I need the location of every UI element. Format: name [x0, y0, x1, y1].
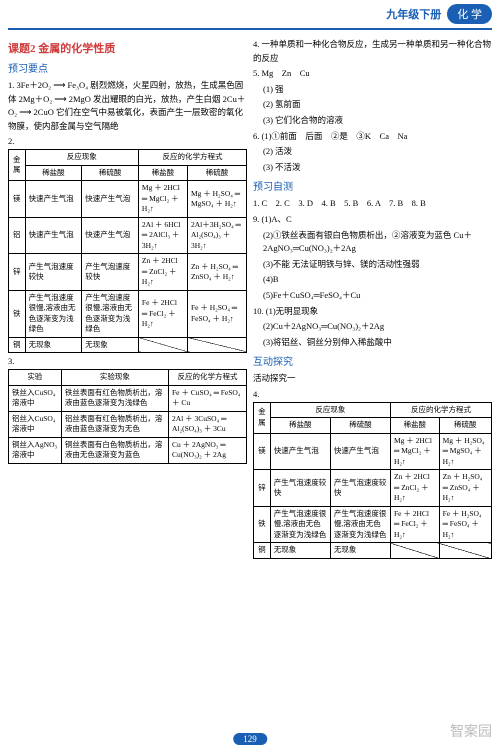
paragraph-5: 5. Mg Zn Cu: [253, 67, 492, 81]
sub-item: (3) 它们化合物的溶液: [253, 114, 492, 128]
table-row: 铁产生气泡速度很慢,溶液由无色逐渐变为浅绿色产生气泡速度很慢,溶液由无色逐渐变为…: [254, 506, 492, 543]
th: 稀盐酸: [138, 165, 187, 181]
table-2: 实验实验现象反应的化学方程式 铁丝入CuSO₄溶液中铁丝表面有红色物质析出，溶液…: [8, 369, 247, 464]
sub-item: (2)①铁丝表面有银白色物质析出，②溶液变为蓝色 Cu＋2AgNO₃═Cu(NO…: [253, 229, 492, 256]
table-1: 金属 反应现象 反应的化学方程式 稀盐酸 稀硫酸 稀盐酸 稀硫酸 镁快速产生气泡…: [8, 149, 247, 353]
section-selftest: 预习自测: [253, 178, 492, 193]
section-interact: 互动探究: [253, 353, 492, 368]
table-row: 稀盐酸 稀硫酸 稀盐酸 稀硫酸: [254, 418, 492, 434]
header-rule: [8, 28, 492, 30]
item-3: 3.: [8, 356, 247, 366]
paragraph-6: 6. (1)①前面 后面 ②是 ③K Ca Na: [253, 130, 492, 144]
th: 稀硫酸: [82, 165, 139, 181]
table-row: 稀盐酸 稀硫酸 稀盐酸 稀硫酸: [9, 165, 247, 181]
sub-item: (3)不能 无法证明铁与锌、镁的活动性强弱: [253, 258, 492, 272]
lesson-title: 课题2 金属的化学性质: [8, 40, 247, 56]
table-row: 实验实验现象反应的化学方程式: [9, 370, 247, 386]
table-row: 金属 反应现象 反应的化学方程式: [9, 150, 247, 166]
paragraph-4: 4. 一种单质和一种化合物反应，生成另一种单质和另一种化合物的反应: [253, 38, 492, 65]
paragraph-1: 1. 3Fe＋2O₂ ⟶ Fe₃O₄ 剧烈燃烧，火星四射，放热，生成黑色固体 2…: [8, 79, 247, 133]
q9: 9. (1)A、C: [253, 213, 492, 227]
th: 稀硫酸: [187, 165, 246, 181]
table-row: 铜无现象无现象: [9, 337, 247, 353]
watermark: 智案园: [450, 721, 492, 741]
sub-item: (5)Fe＋CuSO₄═FeSO₄＋Cu: [253, 289, 492, 303]
content-columns: 课题2 金属的化学性质 预习要点 1. 3Fe＋2O₂ ⟶ Fe₃O₄ 剧烈燃烧…: [0, 36, 500, 562]
left-column: 课题2 金属的化学性质 预习要点 1. 3Fe＋2O₂ ⟶ Fe₃O₄ 剧烈燃烧…: [8, 36, 247, 562]
table-row: 金属 反应现象 反应的化学方程式: [254, 402, 492, 418]
table-row: 铜丝入AgNO₃溶液中铜丝表面有白色物质析出，溶液由无色逐渐变为蓝色Cu ＋ 2…: [9, 437, 247, 463]
section-preview: 预习要点: [8, 60, 247, 75]
answers-1: 1. C 2. C 3. D 4. B 5. B 6. A 7. B 8. B: [253, 197, 492, 211]
sub-item: (3)将铝丝、铜丝分别伸入稀盐酸中: [253, 336, 492, 350]
sub-item: (3) 不活泼: [253, 161, 492, 175]
activity-1: 活动探究一: [253, 372, 492, 386]
th: 反应的化学方程式: [138, 150, 246, 166]
grade-label: 九年级下册: [386, 6, 441, 22]
sub-item: (2) 氢前面: [253, 98, 492, 112]
th: 反应现象: [25, 150, 138, 166]
table-row: 铜无现象无现象: [254, 543, 492, 559]
q10: 10. (1)无明显现象: [253, 305, 492, 319]
subject-badge: 化 学: [447, 4, 492, 24]
table-row: 铝快速产生气泡快速产生气泡2Al ＋ 6HCl ═ 2AlCl₃ ＋ 3H₂↑2…: [9, 217, 247, 254]
item-2: 2.: [8, 136, 247, 146]
table-row: 铁产生气泡速度很慢,溶液由无色逐渐变为浅绿色产生气泡速度很慢,溶液由无色逐渐变为…: [9, 290, 247, 337]
page-header: 九年级下册 化 学: [0, 0, 500, 28]
sub-item: (2) 活泼: [253, 145, 492, 159]
item-4: 4.: [253, 389, 492, 399]
sub-item: (4)B: [253, 273, 492, 287]
table-row: 镁快速产生气泡快速产生气泡Mg ＋ 2HCl ═ MgCl₂ ＋ H₂↑Mg ＋…: [254, 433, 492, 470]
th: 金属: [9, 150, 26, 181]
table-row: 锌产生气泡速度较快产生气泡速度较快Zn ＋ 2HCl ═ ZnCl₂ ＋ H₂↑…: [9, 254, 247, 291]
right-column: 4. 一种单质和一种化合物反应，生成另一种单质和另一种化合物的反应 5. Mg …: [253, 36, 492, 562]
table-3: 金属 反应现象 反应的化学方程式 稀盐酸 稀硫酸 稀盐酸 稀硫酸 镁快速产生气泡…: [253, 402, 492, 559]
sub-item: (2)Cu＋2AgNO₃═Cu(NO₃)₂＋2Ag: [253, 320, 492, 334]
page-number: 129: [233, 733, 267, 745]
table-row: 铝丝入CuSO₄溶液中铝丝表面有红色物质析出，溶液由蓝色逐渐变为无色2Al ＋ …: [9, 411, 247, 437]
sub-item: (1) 强: [253, 83, 492, 97]
table-row: 铁丝入CuSO₄溶液中铁丝表面有红色物质析出，溶液由蓝色逐渐变为浅绿色Fe ＋ …: [9, 385, 247, 411]
table-row: 锌产生气泡速度较快产生气泡速度较快Zn ＋ 2HCl ═ ZnCl₂ ＋ H₂↑…: [254, 470, 492, 507]
table-row: 镁快速产生气泡快速产生气泡Mg ＋ 2HCl ═ MgCl₂ ＋ H₂↑Mg ＋…: [9, 181, 247, 218]
th: 稀盐酸: [25, 165, 82, 181]
